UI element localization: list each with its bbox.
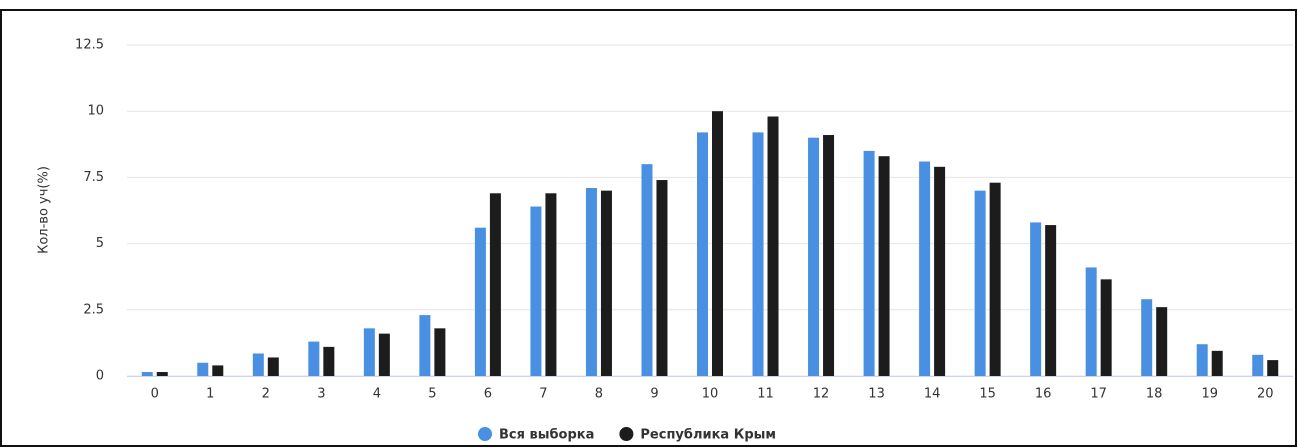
x-tick-label: 0 (151, 387, 159, 402)
x-tick-label: 2 (262, 387, 270, 402)
x-tick-label: 1 (206, 387, 214, 402)
y-tick-label: 0 (96, 369, 104, 384)
x-tick-label: 9 (650, 387, 658, 402)
frame (0, 9, 1297, 447)
bar (212, 365, 224, 376)
x-tick-label: 19 (1201, 387, 1218, 402)
bar (1141, 299, 1153, 376)
x-tick-label: 17 (1090, 387, 1107, 402)
bar (378, 333, 390, 376)
legend-label: Вся выборка (499, 428, 594, 443)
x-tick-label: 16 (1035, 387, 1052, 402)
x-tick-label: 7 (539, 387, 547, 402)
bar (641, 164, 653, 376)
bar (863, 150, 875, 376)
x-tick-label: 18 (1146, 387, 1163, 402)
y-tick-label: 2.5 (83, 302, 104, 317)
bar (197, 362, 209, 376)
bar (1030, 222, 1042, 376)
bar (919, 161, 931, 376)
legend-marker (619, 427, 634, 441)
x-tick-label: 10 (702, 387, 719, 402)
bar (1156, 307, 1168, 376)
bar (974, 190, 986, 376)
bar (363, 328, 375, 376)
bar (697, 132, 708, 376)
bar (767, 116, 779, 376)
y-tick-label: 12.5 (75, 38, 104, 53)
bar (1267, 360, 1279, 376)
bar (656, 180, 668, 376)
bar (1252, 354, 1264, 376)
bar (545, 193, 557, 376)
x-tick-label: 13 (868, 387, 885, 402)
y-tick-label: 5 (96, 236, 104, 251)
bar (489, 193, 501, 376)
y-tick-label: 7.5 (83, 170, 104, 185)
bar (823, 135, 835, 376)
x-tick-label: 4 (373, 387, 381, 402)
x-tick-label: 14 (924, 387, 941, 402)
x-tick-label: 11 (757, 387, 774, 402)
bar (600, 190, 612, 376)
bar (808, 137, 820, 376)
x-tick-label: 12 (813, 387, 830, 402)
bar (1196, 344, 1208, 376)
bar (934, 166, 946, 376)
bar (267, 357, 279, 376)
bar (752, 132, 764, 376)
bar (141, 372, 153, 376)
x-tick-label: 6 (484, 387, 492, 402)
bar (712, 111, 723, 376)
bar (1100, 279, 1112, 376)
bar (308, 341, 320, 376)
x-tick-label: 8 (595, 387, 603, 402)
legend-label: Республика Крым (640, 428, 776, 443)
x-tick-label: 5 (428, 387, 436, 402)
y-axis-label: Кол-во уч(%) (37, 166, 52, 254)
bar (474, 227, 486, 376)
y-tick-label: 10 (87, 104, 104, 119)
bar (1045, 225, 1057, 376)
bar (989, 182, 1001, 376)
bar (434, 328, 446, 376)
x-tick-label: 3 (317, 387, 325, 402)
legend-marker (478, 427, 492, 441)
bar (878, 156, 890, 376)
bar (585, 187, 597, 376)
bar (1211, 350, 1223, 376)
x-tick-label: 20 (1257, 387, 1274, 402)
bar (530, 206, 542, 376)
bar (252, 353, 264, 376)
bar (323, 346, 335, 376)
bar (156, 372, 168, 376)
bar (1085, 267, 1097, 376)
bar (419, 315, 431, 376)
x-tick-label: 15 (979, 387, 996, 402)
